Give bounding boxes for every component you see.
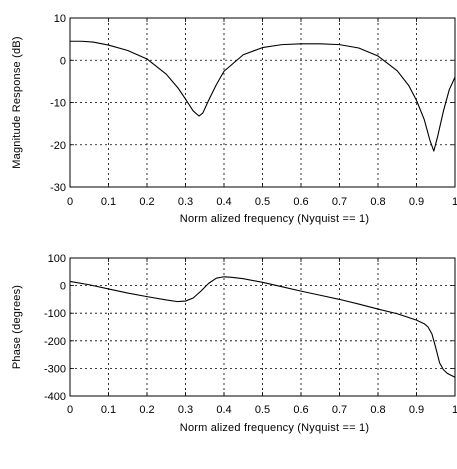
phase-x-tick-label: 0.2	[139, 404, 154, 416]
magnitude-x-tick-label: 0.7	[332, 196, 347, 208]
phase-x-tick-label: 0	[67, 404, 73, 416]
magnitude-x-tick-label: 0	[67, 196, 73, 208]
phase-y-axis-label: Phase (degrees)	[11, 285, 23, 369]
magnitude-x-tick-label: 0.6	[293, 196, 308, 208]
magnitude-y-axis-label: Magnitude Response (dB)	[11, 36, 23, 168]
magnitude-y-tick-label: 0	[60, 55, 66, 67]
magnitude-x-tick-label: 0.2	[139, 196, 154, 208]
phase-x-axis-label: Norm alized frequency (Nyquist == 1)	[180, 422, 369, 434]
magnitude-plot: 0 0.1 0.2 0.3 0.4 0.5 0.6 0.7 0.8 0.9 1 -30 -20 -10 0 1…	[11, 13, 457, 225]
phase-y-tick-label: -100	[44, 308, 66, 320]
phase-x-tick-label: 0.5	[255, 404, 270, 416]
phase-plot: 0 0.1 0.2 0.3 0.4 0.5 0.6 0.7 0.8 0.9 1 -400 -300 -20…	[11, 253, 457, 434]
phase-x-tick-label: 0.4	[216, 404, 231, 416]
phase-series-line	[69, 276, 456, 378]
phase-x-tick-label: 0.8	[370, 404, 385, 416]
magnitude-x-tick-label: 0.1	[101, 196, 116, 208]
magnitude-x-tick-label: 0.5	[255, 196, 270, 208]
phase-x-tick-label: 0.6	[293, 404, 308, 416]
magnitude-x-tick-label: 0.3	[178, 196, 193, 208]
phase-y-tick-label: 0	[60, 281, 66, 293]
phase-x-tick-label: 0.7	[332, 404, 347, 416]
magnitude-y-tick-label: -10	[50, 98, 66, 110]
phase-y-tick-label: -200	[44, 336, 66, 348]
magnitude-series-line	[70, 40, 456, 152]
phase-x-tick-label: 0.3	[178, 404, 193, 416]
phase-x-tick-label: 0.1	[101, 404, 116, 416]
magnitude-y-tick-label: 10	[54, 13, 66, 25]
magnitude-y-tick-label: -30	[50, 182, 66, 194]
phase-y-tick-label: -400	[44, 391, 66, 403]
phase-y-tick-label: -300	[44, 363, 66, 375]
magnitude-y-tick-label: -20	[50, 140, 66, 152]
magnitude-x-tick-label: 0.4	[216, 196, 231, 208]
magnitude-x-axis-label: Norm alized frequency (Nyquist == 1)	[180, 213, 369, 225]
phase-x-tick-label: 0.9	[409, 404, 424, 416]
magnitude-x-tick-label: 0.8	[370, 196, 385, 208]
phase-y-tick-label: 100	[48, 253, 66, 265]
magnitude-x-tick-label: 1	[452, 196, 457, 208]
phase-x-tick-label: 1	[452, 404, 457, 416]
magnitude-x-tick-label: 0.9	[409, 196, 424, 208]
